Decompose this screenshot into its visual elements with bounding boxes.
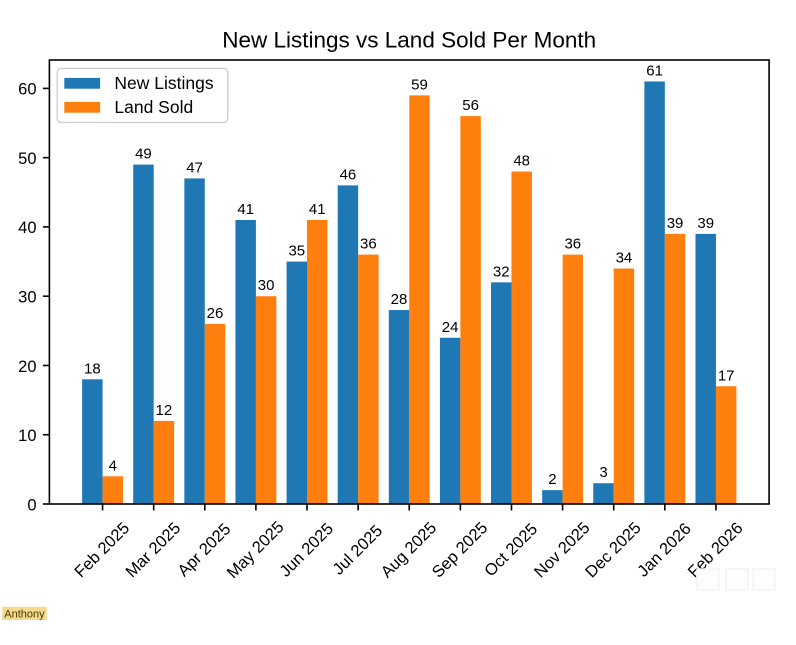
svg-text:0: 0 bbox=[27, 496, 36, 514]
svg-text:34: 34 bbox=[616, 249, 633, 266]
svg-text:59: 59 bbox=[411, 76, 428, 93]
svg-text:12: 12 bbox=[156, 402, 173, 419]
svg-text:New Listings: New Listings bbox=[114, 73, 213, 93]
svg-text:50: 50 bbox=[18, 150, 36, 168]
svg-text:30: 30 bbox=[18, 289, 36, 307]
svg-text:32: 32 bbox=[493, 263, 510, 280]
svg-text:46: 46 bbox=[340, 166, 357, 183]
svg-text:3: 3 bbox=[599, 464, 607, 481]
svg-text:47: 47 bbox=[186, 159, 203, 176]
svg-text:56: 56 bbox=[462, 97, 479, 114]
svg-text:Anthony: Anthony bbox=[4, 608, 45, 620]
svg-text:24: 24 bbox=[442, 319, 459, 336]
svg-text:36: 36 bbox=[564, 236, 581, 253]
svg-text:30: 30 bbox=[258, 277, 275, 294]
svg-text:20: 20 bbox=[18, 358, 36, 376]
svg-text:17: 17 bbox=[718, 367, 735, 384]
svg-text:49: 49 bbox=[135, 146, 152, 163]
svg-text:39: 39 bbox=[697, 215, 714, 232]
svg-text:61: 61 bbox=[646, 62, 663, 79]
svg-text:10: 10 bbox=[18, 427, 36, 445]
svg-text:40: 40 bbox=[18, 219, 36, 237]
svg-text:36: 36 bbox=[360, 236, 377, 253]
svg-text:48: 48 bbox=[513, 153, 530, 170]
svg-text:2: 2 bbox=[548, 471, 556, 488]
svg-text:New Listings vs Land Sold Per: New Listings vs Land Sold Per Month bbox=[222, 28, 596, 53]
svg-text:41: 41 bbox=[237, 201, 254, 218]
svg-text:4: 4 bbox=[109, 457, 117, 474]
svg-text:Land Sold: Land Sold bbox=[114, 97, 193, 117]
svg-text:35: 35 bbox=[288, 243, 305, 260]
svg-text:60: 60 bbox=[18, 81, 36, 99]
svg-text:41: 41 bbox=[309, 201, 326, 218]
svg-text:28: 28 bbox=[391, 291, 408, 308]
svg-text:39: 39 bbox=[667, 215, 684, 232]
svg-text:26: 26 bbox=[207, 305, 224, 322]
svg-text:18: 18 bbox=[84, 360, 101, 377]
